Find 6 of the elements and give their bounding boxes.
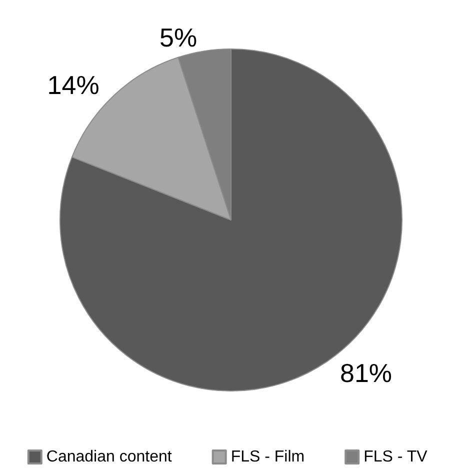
data-label: 81% bbox=[340, 358, 392, 388]
data-label: 5% bbox=[159, 22, 198, 52]
legend-label: FLS - TV bbox=[364, 448, 428, 466]
legend-label: FLS - Film bbox=[230, 448, 305, 466]
data-label: 14% bbox=[47, 70, 100, 100]
legend-label: Canadian content bbox=[46, 448, 172, 466]
